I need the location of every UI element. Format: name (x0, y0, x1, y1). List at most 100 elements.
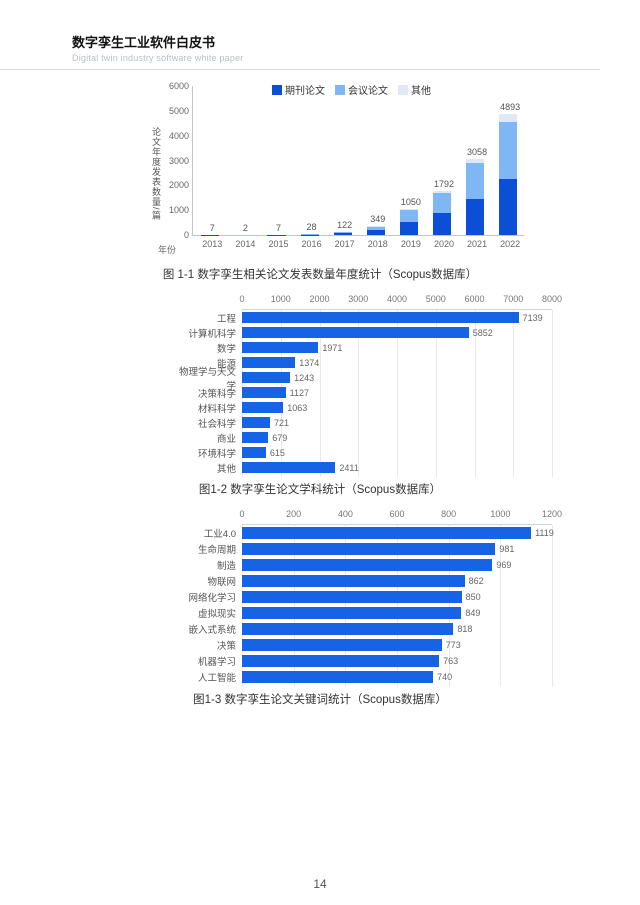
chart-1-2-row: 社会科学721 (172, 415, 552, 430)
chart-1-3-category: 决策 (172, 638, 242, 652)
chart-1-3-bar (242, 527, 531, 539)
chart-1-3-bar (242, 607, 461, 619)
chart-1-3-rows: 工业4.01119生命周期981制造969物联网862网络化学习850虚拟现实8… (172, 525, 552, 685)
chart-1-1-segment (334, 233, 352, 235)
chart-1-2-row: 材料科学1063 (172, 400, 552, 415)
chart-1-2-category: 计算机科学 (172, 326, 242, 340)
chart-1-1-ytick: 4000 (159, 131, 189, 141)
chart-1-3-row: 工业4.01119 (172, 525, 552, 541)
chart-1-2-track: 1971 (242, 340, 552, 355)
chart-1-2-caption: 图1-2 数字孪生论文学科统计（Scopus数据库） (120, 481, 520, 497)
chart-1-2: 010002000300040005000600070008000 工程7139… (120, 296, 520, 497)
chart-1-2-xtick: 0 (239, 294, 244, 304)
chart-1-3-category: 嵌入式系统 (172, 622, 242, 636)
chart-1-3-track: 969 (242, 557, 552, 573)
chart-1-3-xtick: 800 (441, 509, 456, 519)
chart-1-1-xtick: 2021 (460, 239, 494, 249)
chart-1-3-track: 818 (242, 621, 552, 637)
chart-1-3-category: 制造 (172, 558, 242, 572)
chart-1-2-row: 计算机科学5852 (172, 325, 552, 340)
chart-1-1-plotarea: 0100020003000400050006000720132201472015… (192, 86, 524, 236)
chart-1-1-xtick: 2015 (261, 239, 295, 249)
chart-1-2-row: 工程7139 (172, 310, 552, 325)
chart-1-1-segment (499, 122, 517, 179)
chart-1-2-category: 其他 (172, 461, 242, 475)
chart-1-3-row: 制造 969 (172, 557, 552, 573)
chart-1-2-bar (242, 462, 335, 473)
chart-1-2-track: 679 (242, 430, 552, 445)
chart-1-1-xtick: 2014 (228, 239, 262, 249)
chart-1-2-bar (242, 417, 270, 428)
chart-1-1-bar-value: 349 (358, 214, 398, 224)
chart-1-2-bar (242, 402, 283, 413)
chart-1-2-track: 1127 (242, 385, 552, 400)
chart-1-3-value: 969 (496, 560, 511, 570)
chart-1-3-bar (242, 671, 433, 683)
chart-1-1-segment (433, 193, 451, 213)
chart-1-3-row: 决策773 (172, 637, 552, 653)
chart-1-2-xtick: 8000 (542, 294, 562, 304)
chart-1-2-xaxis: 010002000300040005000600070008000 (242, 296, 552, 310)
chart-1-1-plot: 期刊论文会议论文其他 论文年度发表数量/篇 010002000300040005… (152, 80, 532, 260)
chart-1-2-value: 679 (272, 433, 287, 443)
chart-1-1-xtick: 2019 (394, 239, 428, 249)
chart-1-3-row: 网络化学习850 (172, 589, 552, 605)
chart-1-2-bar (242, 342, 318, 353)
chart-1-1-segment (400, 222, 418, 235)
chart-1-2-category: 工程 (172, 311, 242, 325)
chart-1-1-xtick: 2020 (427, 239, 461, 249)
chart-1-2-value: 615 (270, 448, 285, 458)
chart-1-3-xtick: 0 (239, 509, 244, 519)
chart-1-2-track: 721 (242, 415, 552, 430)
page-header: 数字孪生工业软件白皮书 Digital twin industry softwa… (0, 0, 600, 70)
chart-1-3-bar (242, 623, 453, 635)
chart-1-2-xtick: 5000 (426, 294, 446, 304)
chart-1-3-track: 849 (242, 605, 552, 621)
chart-1-3-row: 生命周期981 (172, 541, 552, 557)
chart-1-2-value: 1243 (294, 373, 314, 383)
chart-1-3-gridline (552, 525, 553, 687)
chart-1-1-segment (400, 210, 418, 222)
chart-1-2-value: 1374 (299, 358, 319, 368)
chart-1-3-row: 人工智能740 (172, 669, 552, 685)
chart-1-2-category: 环境科学 (172, 446, 242, 460)
chart-1-1-xtick: 2016 (295, 239, 329, 249)
chart-1-3-row: 虚拟现实 849 (172, 605, 552, 621)
chart-1-2-track: 1374 (242, 355, 552, 370)
chart-1-3-value: 862 (469, 576, 484, 586)
chart-1-2-gridline (552, 310, 553, 477)
chart-1-1-caption: 图 1-1 数字孪生相关论文发表数量年度统计（Scopus数据库） (120, 266, 520, 282)
chart-1-2-value: 1127 (290, 388, 309, 398)
chart-1-3-track: 850 (242, 589, 552, 605)
chart-1-1-ytick: 2000 (159, 180, 189, 190)
chart-1-2-xtick: 7000 (503, 294, 523, 304)
chart-1-3-bar (242, 591, 462, 603)
chart-1-2-row: 决策科学 1127 (172, 385, 552, 400)
chart-1-2-value: 1971 (322, 343, 342, 353)
chart-1-3-track: 862 (242, 573, 552, 589)
chart-1-3-row: 物联网 862 (172, 573, 552, 589)
chart-1-1-bar-value: 1050 (391, 197, 431, 207)
chart-1-3-category: 虚拟现实 (172, 606, 242, 620)
chart-1-2-value: 1063 (287, 403, 307, 413)
chart-1-3-category: 物联网 (172, 574, 242, 588)
chart-1-3-track: 740 (242, 669, 552, 685)
chart-1-2-row: 物理学与天文学1243 (172, 370, 552, 385)
chart-1-3-xtick: 1000 (490, 509, 510, 519)
chart-1-1-xtick: 2018 (361, 239, 395, 249)
chart-1-1-ytick: 0 (159, 230, 189, 240)
chart-1-1-ytick: 3000 (159, 156, 189, 166)
chart-1-3-category: 机器学习 (172, 654, 242, 668)
chart-1-2-xtick: 4000 (387, 294, 407, 304)
chart-1-3: 020040060080010001200 工业4.01119生命周期981制造… (120, 511, 520, 707)
chart-1-1-ytick: 1000 (159, 205, 189, 215)
chart-1-1-segment (433, 213, 451, 235)
chart-1-2-bar (242, 357, 295, 368)
chart-1-1-xtick: 2013 (195, 239, 229, 249)
chart-1-2-category: 决策科学 (172, 386, 242, 400)
chart-1-2-plot: 010002000300040005000600070008000 工程7139… (172, 296, 552, 475)
chart-1-2-row: 数学 1971 (172, 340, 552, 355)
chart-1-3-value: 849 (465, 608, 480, 618)
chart-1-1: 期刊论文会议论文其他 论文年度发表数量/篇 010002000300040005… (120, 80, 520, 282)
chart-1-2-category: 数学 (172, 341, 242, 355)
